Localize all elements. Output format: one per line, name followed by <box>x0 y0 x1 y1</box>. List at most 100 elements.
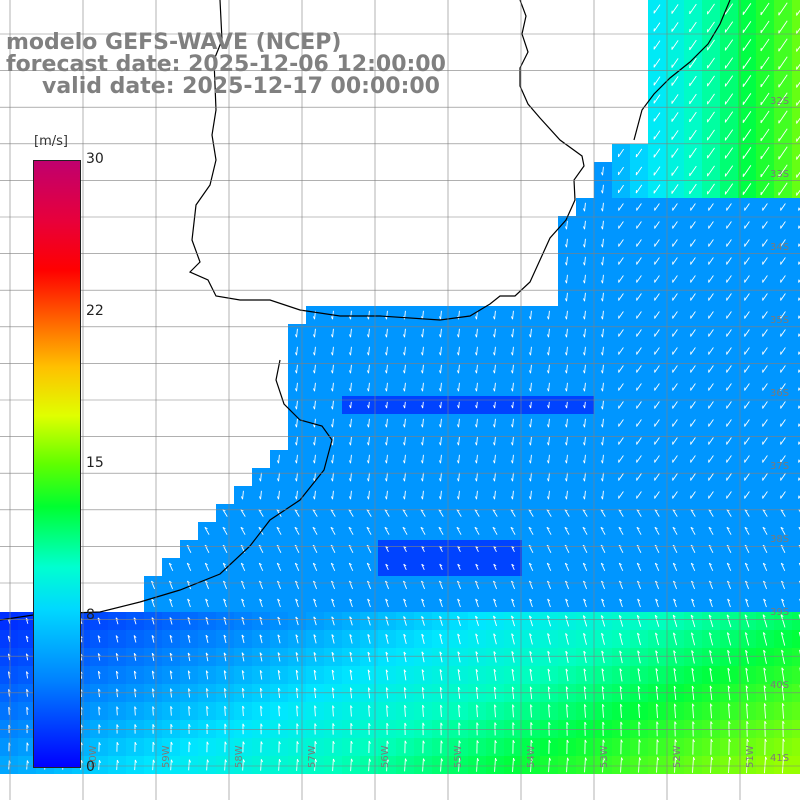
wind-arrow-head <box>708 526 712 530</box>
wind-arrow-head <box>312 352 315 356</box>
wind-arrow <box>763 667 767 683</box>
wind-arrow <box>548 490 550 500</box>
wind-arrow-head <box>385 633 389 637</box>
wind-arrow-head <box>115 635 119 639</box>
wind-arrow-head <box>384 424 387 428</box>
wind-arrow-head <box>260 705 263 709</box>
wind-arrow <box>653 40 661 50</box>
wind-arrow <box>548 418 550 428</box>
wind-arrow <box>673 668 677 682</box>
wind-arrow <box>619 650 623 664</box>
wind-arrow <box>707 75 715 87</box>
wind-arrow <box>618 562 624 572</box>
wind-arrow-head <box>242 741 245 745</box>
wind-arrow <box>512 472 514 482</box>
wind-arrow <box>422 758 424 772</box>
wind-arrow <box>439 651 443 663</box>
wind-arrow <box>529 668 533 682</box>
wind-arrow-head <box>224 723 227 727</box>
wind-arrow-head <box>205 634 209 638</box>
wind-arrow <box>671 4 679 14</box>
wind-arrow <box>385 616 389 626</box>
wind-arrow <box>368 418 370 428</box>
wind-arrow <box>690 419 696 427</box>
wind-arrow <box>582 562 588 572</box>
wind-arrow-head <box>582 424 585 428</box>
wind-arrow-head <box>458 722 461 726</box>
wind-arrow-head <box>691 580 695 584</box>
wind-arrow-head <box>476 722 479 726</box>
wind-arrow <box>458 472 460 482</box>
wind-arrow <box>258 580 264 590</box>
wind-arrow-head <box>493 651 497 655</box>
wind-arrow <box>476 346 478 356</box>
wind-arrow <box>618 257 624 265</box>
wind-arrow-head <box>206 759 210 763</box>
wind-arrow <box>349 598 353 608</box>
wind-arrow <box>564 615 570 627</box>
wind-arrow <box>548 472 550 482</box>
wind-arrow-head <box>638 721 641 725</box>
wind-arrow-head <box>477 758 480 762</box>
wind-arrow <box>296 364 298 374</box>
wind-arrow-head <box>420 370 423 374</box>
wind-arrow-head <box>421 651 425 655</box>
wind-arrow-head <box>367 580 371 584</box>
wind-arrow <box>744 614 750 628</box>
wind-arrow-head <box>582 226 585 230</box>
wind-arrow <box>690 293 696 301</box>
wind-arrow <box>653 184 661 194</box>
wind-cell <box>792 594 800 612</box>
wind-arrow <box>727 668 731 682</box>
colorbar-tick-15: 15 <box>86 455 104 471</box>
wind-arrow-head <box>403 405 406 409</box>
wind-cell <box>792 270 800 288</box>
wind-arrow <box>530 346 532 356</box>
wind-arrow-head <box>240 526 244 530</box>
wind-arrow <box>386 310 388 320</box>
wind-arrow <box>151 617 155 625</box>
wind-arrow <box>440 454 442 464</box>
wind-arrow <box>404 705 406 717</box>
wind-arrow-head <box>384 352 387 356</box>
wind-arrow <box>742 93 752 105</box>
wind-arrow <box>689 57 697 69</box>
wind-arrow-head <box>402 370 405 374</box>
wind-arrow-head <box>459 758 462 762</box>
wind-arrow <box>655 668 659 682</box>
wind-arrow <box>602 704 604 718</box>
wind-arrow-head <box>583 650 587 654</box>
wind-arrow-head <box>726 562 730 566</box>
lat-label: 39S <box>770 607 789 618</box>
wind-arrow-head <box>619 598 623 602</box>
wind-arrow-head <box>457 615 460 619</box>
wind-arrow-head <box>313 616 317 620</box>
wind-arrow <box>385 598 389 608</box>
wind-arrow <box>422 346 424 356</box>
wind-arrow-head <box>475 633 479 637</box>
wind-arrow <box>494 328 496 338</box>
wind-arrow <box>618 311 624 319</box>
wind-arrow <box>671 148 679 158</box>
wind-arrow <box>618 437 624 445</box>
wind-arrow <box>151 670 155 680</box>
wind-arrow-head <box>457 651 461 655</box>
wind-arrow <box>653 76 661 86</box>
wind-arrow-head <box>258 496 261 500</box>
wind-arrow <box>296 490 298 500</box>
wind-arrow <box>691 650 695 664</box>
wind-arrow-head <box>169 598 173 602</box>
wind-arrow <box>780 562 786 572</box>
wind-arrow-head <box>656 703 659 707</box>
wind-cell <box>792 234 800 252</box>
wind-arrow <box>494 382 496 392</box>
wind-arrow-head <box>439 598 443 602</box>
wind-arrow-head <box>313 652 317 655</box>
wind-arrow-head <box>492 478 495 482</box>
wind-arrow <box>457 651 461 663</box>
wind-arrow-head <box>600 460 603 464</box>
lat-label: 35S <box>770 315 789 326</box>
wind-arrow <box>548 704 550 718</box>
wind-arrow-head <box>259 598 263 602</box>
